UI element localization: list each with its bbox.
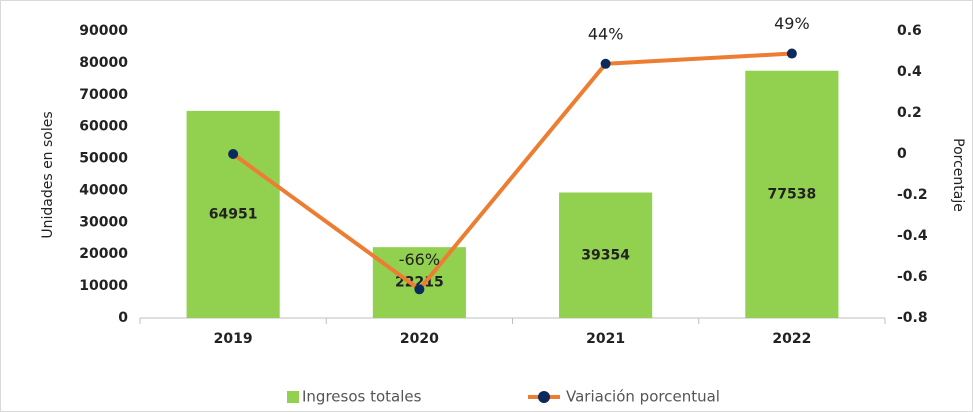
- legend-label: Variación porcentual: [566, 388, 720, 406]
- line-marker: [600, 58, 611, 69]
- y2-axis-title: Porcentaje: [950, 138, 966, 212]
- y-tick-label: 90000: [79, 23, 128, 39]
- y-tick-label: 20000: [79, 246, 128, 262]
- bar-value-label: 39354: [581, 247, 630, 263]
- y2-tick-label: 0.2: [897, 105, 922, 121]
- bar: [745, 70, 839, 319]
- legend-label: Ingresos totales: [302, 388, 422, 406]
- y2-tick-label: 0.6: [897, 23, 922, 39]
- y-tick-label: 50000: [79, 151, 128, 167]
- legend-swatch: [287, 391, 299, 403]
- bar: [372, 247, 466, 318]
- y-tick-label: 40000: [79, 182, 128, 198]
- line: [231, 51, 792, 293]
- x-tick-label: 2022: [772, 331, 811, 347]
- y2-tick-label: -0.4: [897, 228, 928, 244]
- y2-tick-label: -0.6: [897, 269, 928, 285]
- y2-tick-label: 0: [897, 146, 907, 162]
- bar-value-label: 77538: [768, 186, 817, 202]
- x-tick-label: 2021: [586, 331, 625, 347]
- y2-tick-label: 0.4: [897, 64, 922, 80]
- y-tick-label: 30000: [79, 214, 128, 230]
- y2-tick-label: -0.2: [897, 187, 928, 203]
- y2-tick-label: -0.8: [897, 310, 928, 326]
- line-marker: [786, 48, 797, 59]
- x-tick-label: 2020: [400, 331, 439, 347]
- y-tick-label: 10000: [79, 278, 128, 294]
- y-tick-label: 80000: [79, 55, 128, 71]
- line-value-label: 44%: [588, 24, 624, 43]
- legend-swatch-marker: [538, 391, 550, 403]
- line-marker: [414, 284, 425, 295]
- bar-value-label: 64951: [209, 206, 258, 222]
- y-axis-title: Unidades en soles: [40, 111, 56, 238]
- line-value-label: -66%: [399, 250, 440, 269]
- y-tick-label: 0: [118, 310, 128, 326]
- y-tick-label: 60000: [79, 119, 128, 135]
- bar: [559, 192, 653, 318]
- y-tick-label: 70000: [79, 87, 128, 103]
- bar: [186, 110, 280, 318]
- line-marker: [228, 149, 239, 159]
- x-tick-label: 2019: [214, 331, 253, 347]
- line-value-label: 49%: [774, 14, 810, 33]
